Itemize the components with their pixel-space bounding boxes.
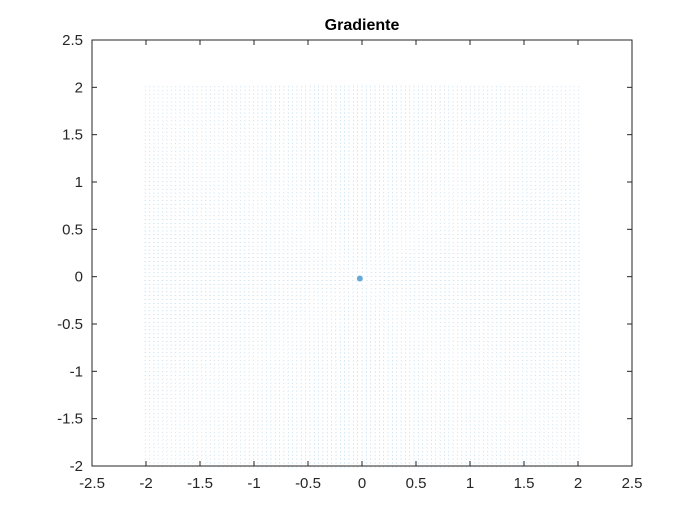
y-tick-label: 2 bbox=[75, 79, 83, 96]
gradient-arrows bbox=[144, 85, 580, 468]
x-tick-label: 1 bbox=[466, 475, 474, 492]
y-tick-label: -1 bbox=[70, 363, 83, 380]
chart-title: Gradiente bbox=[325, 17, 400, 34]
x-tick-label: 1.5 bbox=[514, 475, 535, 492]
y-tick-label: 0 bbox=[75, 269, 83, 286]
axis-ticks: -2.5 -2 -1.5 -1 -0.5 0 0.5 1 1.5 2 2.5-2-1.5-1-0.5… bbox=[57, 32, 642, 492]
x-tick-label: -2 bbox=[139, 475, 152, 492]
y-tick-label: -2 bbox=[70, 458, 83, 475]
y-tick-label: -1.5 bbox=[57, 411, 83, 428]
y-tick-label: 2.5 bbox=[62, 32, 83, 49]
y-tick-label: 0.5 bbox=[62, 221, 83, 238]
x-tick-label: 0 bbox=[358, 475, 366, 492]
critical-point-marker bbox=[356, 275, 363, 282]
x-tick-label: 2 bbox=[574, 475, 582, 492]
x-tick-label: -1 bbox=[247, 475, 260, 492]
x-tick-label: 2.5 bbox=[622, 475, 643, 492]
y-tick-label: -0.5 bbox=[57, 316, 83, 333]
x-tick-label: -0.5 bbox=[295, 475, 321, 492]
quiver-field bbox=[144, 85, 580, 468]
y-tick-label: 1.5 bbox=[62, 127, 83, 144]
x-tick-label: 0.5 bbox=[406, 475, 427, 492]
x-tick-label: -2.5 bbox=[79, 475, 105, 492]
y-tick-label: 1 bbox=[75, 174, 83, 191]
x-tick-label: -1.5 bbox=[187, 475, 213, 492]
